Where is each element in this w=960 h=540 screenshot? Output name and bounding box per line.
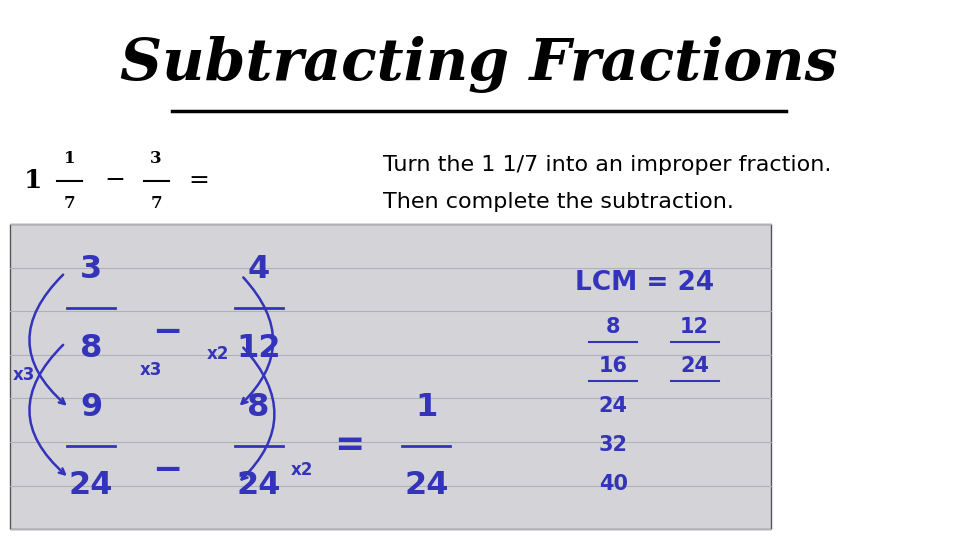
Text: LCM = 24: LCM = 24	[575, 271, 714, 296]
Text: 1: 1	[415, 392, 438, 423]
Text: 40: 40	[599, 474, 628, 495]
Text: x2: x2	[207, 345, 229, 363]
Text: 8: 8	[248, 392, 270, 423]
Text: 7: 7	[64, 195, 76, 212]
Text: −: −	[153, 315, 182, 349]
Text: =: =	[334, 429, 365, 462]
Text: Turn the 1 1/7 into an improper fraction.: Turn the 1 1/7 into an improper fraction…	[383, 154, 831, 175]
Text: 24: 24	[236, 470, 281, 502]
Text: x3: x3	[12, 366, 36, 384]
Text: 24: 24	[599, 395, 628, 416]
Text: =: =	[189, 170, 209, 192]
Text: 24: 24	[69, 470, 113, 502]
Text: Then complete the subtraction.: Then complete the subtraction.	[383, 192, 734, 213]
Text: 32: 32	[599, 435, 628, 455]
Text: 3: 3	[151, 150, 162, 167]
Text: −: −	[105, 170, 126, 192]
Text: 12: 12	[680, 316, 709, 337]
Text: 8: 8	[606, 316, 620, 337]
Text: x3: x3	[140, 361, 162, 379]
Text: 8: 8	[80, 333, 102, 364]
Text: Subtracting Fractions: Subtracting Fractions	[120, 36, 838, 93]
Text: 16: 16	[599, 356, 628, 376]
FancyBboxPatch shape	[10, 224, 771, 529]
Text: −: −	[153, 453, 182, 487]
Text: 3: 3	[80, 254, 102, 286]
Text: 1: 1	[64, 150, 76, 167]
Text: 7: 7	[151, 195, 162, 212]
Text: 24: 24	[680, 356, 709, 376]
Text: 4: 4	[248, 254, 270, 286]
Text: 9: 9	[80, 392, 102, 423]
Text: 1: 1	[24, 168, 42, 193]
Text: 24: 24	[404, 470, 448, 502]
Text: 12: 12	[236, 333, 281, 364]
Text: x2: x2	[291, 461, 313, 479]
